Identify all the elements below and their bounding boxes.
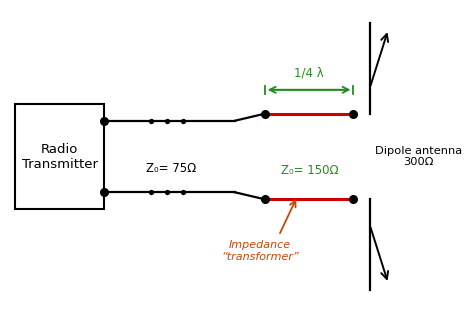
FancyBboxPatch shape [15, 104, 104, 209]
Text: Z₀= 75Ω: Z₀= 75Ω [146, 162, 197, 175]
Text: 1/4 λ: 1/4 λ [294, 66, 324, 79]
Text: Dipole antenna
300Ω: Dipole antenna 300Ω [375, 146, 462, 167]
Text: Radio
Transmitter: Radio Transmitter [22, 142, 98, 171]
Text: Z₀= 150Ω: Z₀= 150Ω [281, 164, 339, 177]
Text: Impedance
“transformer”: Impedance “transformer” [221, 240, 299, 262]
